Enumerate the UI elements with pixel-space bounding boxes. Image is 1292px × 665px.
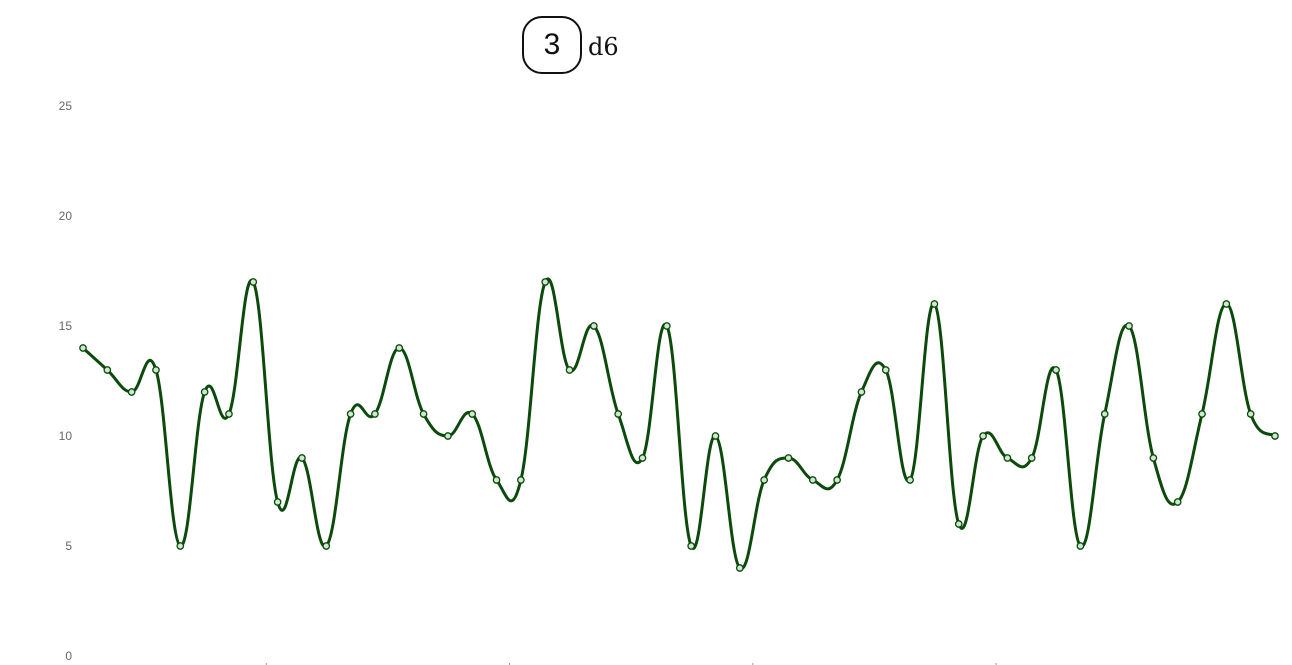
data-point <box>395 344 404 352</box>
data-point <box>1173 498 1182 506</box>
data-point <box>492 476 501 484</box>
data-point <box>1198 410 1206 418</box>
y-tick-label: 10 <box>59 429 73 443</box>
data-point <box>371 410 379 418</box>
data-point <box>322 542 331 550</box>
data-point <box>760 476 768 484</box>
data-point <box>1149 454 1158 462</box>
data-point <box>687 542 696 550</box>
data-point <box>565 366 574 374</box>
data-point <box>1222 300 1231 308</box>
data-points <box>79 278 1279 572</box>
y-tick-label: 5 <box>65 539 72 553</box>
data-point <box>857 388 866 396</box>
dice-count-button[interactable]: 3 <box>522 16 582 74</box>
data-point <box>735 564 744 572</box>
data-point <box>1052 366 1060 374</box>
data-point <box>906 476 914 484</box>
data-point <box>1125 322 1133 330</box>
data-point <box>711 432 720 440</box>
data-point <box>662 322 671 330</box>
data-point <box>444 432 452 440</box>
data-point <box>1027 454 1036 462</box>
data-point <box>419 410 428 418</box>
data-point <box>1100 410 1109 418</box>
data-point <box>127 388 136 396</box>
data-point <box>784 454 793 462</box>
data-point <box>517 476 525 484</box>
data-point <box>979 432 987 440</box>
data-point <box>249 278 258 286</box>
data-point <box>638 454 647 462</box>
data-point <box>954 520 963 528</box>
y-tick-label: 15 <box>59 319 73 333</box>
data-point <box>468 410 477 418</box>
data-point <box>298 454 306 462</box>
data-point <box>152 366 160 374</box>
data-point <box>1271 432 1279 440</box>
data-point <box>881 366 890 374</box>
data-point <box>1003 454 1012 462</box>
y-tick-label: 20 <box>59 209 73 223</box>
dice-count: 3 <box>543 28 561 61</box>
data-point <box>1246 410 1255 418</box>
data-point <box>930 300 939 308</box>
data-point <box>833 476 841 484</box>
data-point <box>79 344 87 352</box>
series-line <box>81 277 1277 570</box>
y-tick-label: 0 <box>65 649 72 663</box>
data-point <box>1076 542 1085 550</box>
dice-selector: 3 d6 <box>522 14 619 76</box>
data-point <box>103 366 112 374</box>
data-point <box>541 278 550 286</box>
die-type-label: d6 <box>588 33 619 61</box>
data-point <box>590 322 598 330</box>
y-tick-label: 25 <box>59 99 73 113</box>
data-point <box>808 476 817 484</box>
data-point <box>200 388 209 396</box>
y-axis: 0 5 10 15 20 25 <box>59 99 73 663</box>
data-point <box>225 410 233 418</box>
data-point <box>346 410 355 418</box>
data-point <box>176 542 185 550</box>
data-point <box>273 498 282 506</box>
data-point <box>614 410 623 418</box>
